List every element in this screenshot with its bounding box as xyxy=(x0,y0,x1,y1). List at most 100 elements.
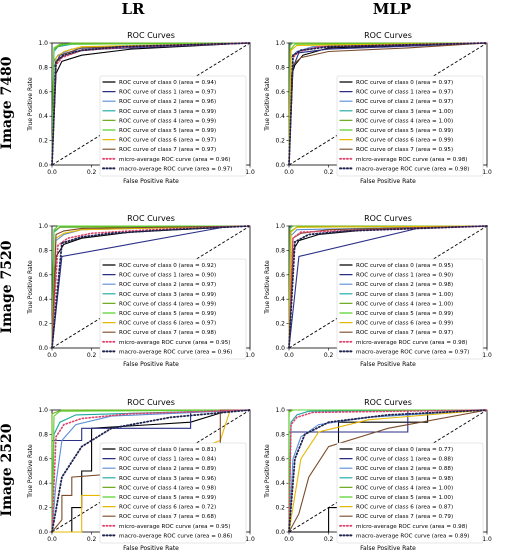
roc-curve-series-9 xyxy=(288,225,488,349)
y-tick-label: 0.4 xyxy=(275,480,285,487)
roc-curve-series-5 xyxy=(51,225,251,349)
roc-panel-7520-MLP: ROC Curves False Positive Rate True Positi… xyxy=(264,214,492,368)
y-tick-label: 0.2 xyxy=(38,138,48,145)
y-tick-label: 0.0 xyxy=(38,529,48,536)
y-tick-label: 0.4 xyxy=(38,113,48,120)
y-tick-label: 0.6 xyxy=(275,272,285,279)
legend-box xyxy=(99,75,247,177)
x-tick-label: 1.0 xyxy=(482,536,492,543)
legend-entry: ROC curve of class 2 (area = 0.89) xyxy=(119,466,216,472)
legend-entry: ROC curve of class 3 (area = 1.00) xyxy=(356,109,453,115)
roc-curve-series-2 xyxy=(288,409,488,533)
legend-entry: macro-average ROC curve (area = 0.86) xyxy=(119,533,232,539)
legend-entry: ROC curve of class 3 (area = 1.00) xyxy=(356,292,453,298)
y-tick-label: 0.4 xyxy=(38,296,48,303)
x-tick-label: 0.2 xyxy=(324,536,334,543)
legend-entry: ROC curve of class 7 (area = 0.98) xyxy=(119,330,216,336)
roc-panel-7480-MLP: ROC Curves False Positive Rate True Positi… xyxy=(264,31,492,185)
y-tick-label: 0.8 xyxy=(38,247,48,254)
legend-entry: ROC curve of class 7 (area = 0.79) xyxy=(356,514,453,520)
legend-entry: ROC curve of class 4 (area = 0.99) xyxy=(119,118,216,124)
legend-entry: ROC curve of class 4 (area = 1.00) xyxy=(356,301,453,307)
roc-panel-2520-MLP: ROC Curves False Positive Rate True Positi… xyxy=(264,398,492,550)
legend-entry: ROC curve of class 1 (area = 0.97) xyxy=(356,90,453,96)
roc-curve-series-6 xyxy=(288,409,488,533)
roc-curve-series-5 xyxy=(51,42,251,166)
y-axis-label: True Positive Rate xyxy=(27,77,34,132)
row-header-7520: Image 7520 xyxy=(0,240,15,333)
legend-box xyxy=(99,258,247,360)
legend-entry: ROC curve of class 6 (area = 0.99) xyxy=(356,321,453,327)
x-axis-label: False Positive Rate xyxy=(123,545,179,550)
legend-entry: micro-average ROC curve (area = 0.95) xyxy=(119,524,230,530)
legend-entry: ROC curve of class 3 (area = 0.96) xyxy=(119,476,216,482)
legend-box xyxy=(336,75,484,177)
x-tick-label: 1.0 xyxy=(482,169,492,176)
legend-entry: ROC curve of class 4 (area = 0.99) xyxy=(119,301,216,307)
legend-entry: ROC curve of class 0 (area = 0.95) xyxy=(356,263,453,269)
roc-curve-series-9 xyxy=(51,225,251,349)
chart-title: ROC Curves xyxy=(364,214,412,223)
panels-grid: ROC Curves False Positive Rate True Positi… xyxy=(27,31,492,550)
x-tick-label: 0.2 xyxy=(87,169,97,176)
legend-entry: macro-average ROC curve (area = 0.98) xyxy=(356,166,469,172)
roc-curve-series-7 xyxy=(288,409,488,533)
chart-title: ROC Curves xyxy=(364,31,412,40)
chart-title: ROC Curves xyxy=(364,398,412,407)
y-tick-label: 0.6 xyxy=(38,456,48,463)
roc-curve-series-5 xyxy=(288,409,488,533)
x-tick-label: 0.0 xyxy=(284,169,294,176)
y-tick-label: 0.2 xyxy=(38,505,48,512)
x-tick-label: 0.2 xyxy=(324,169,334,176)
x-axis-label: False Positive Rate xyxy=(123,361,179,368)
y-tick-label: 0.8 xyxy=(275,431,285,438)
roc-curve-series-8 xyxy=(288,409,488,533)
y-axis-label: True Positive Rate xyxy=(27,444,34,499)
roc-curve-series-2 xyxy=(51,409,251,533)
legend-box xyxy=(336,258,484,360)
legend-entry: ROC curve of class 4 (area = 1.00) xyxy=(356,485,453,491)
legend-entry: ROC curve of class 5 (area = 0.99) xyxy=(356,128,453,134)
column-header-lr: LR xyxy=(121,0,145,18)
legend-entry: ROC curve of class 1 (area = 0.90) xyxy=(119,273,216,279)
roc-panel-7480-LR: ROC Curves False Positive Rate True Positi… xyxy=(27,31,255,185)
roc-curve-series-0 xyxy=(51,409,251,533)
y-tick-label: 0.6 xyxy=(38,272,48,279)
legend-entry: ROC curve of class 5 (area = 0.99) xyxy=(119,128,216,134)
legend-entry: ROC curve of class 2 (area = 0.97) xyxy=(119,282,216,288)
legend-entry: ROC curve of class 4 (area = 1.00) xyxy=(356,118,453,124)
x-axis-label: False Positive Rate xyxy=(360,178,416,185)
roc-curve-series-9 xyxy=(51,42,251,166)
legend-entry: ROC curve of class 5 (area = 0.99) xyxy=(119,311,216,317)
y-tick-label: 0.4 xyxy=(275,113,285,120)
y-axis-label: True Positive Rate xyxy=(264,77,271,132)
legend-entry: ROC curve of class 6 (area = 0.72) xyxy=(119,505,216,511)
legend-entry: ROC curve of class 7 (area = 0.97) xyxy=(356,330,453,336)
legend-entry: ROC curve of class 2 (area = 0.96) xyxy=(119,99,216,105)
y-tick-label: 1.0 xyxy=(38,40,48,47)
legend-entry: macro-average ROC curve (area = 0.97) xyxy=(119,166,232,172)
legend-entry: ROC curve of class 3 (area = 0.98) xyxy=(356,476,453,482)
legend-entry: ROC curve of class 6 (area = 0.97) xyxy=(119,321,216,327)
legend-entry: ROC curve of class 4 (area = 0.98) xyxy=(119,485,216,491)
roc-curve-series-9 xyxy=(288,42,488,166)
legend-entry: ROC curve of class 0 (area = 0.81) xyxy=(119,447,216,453)
y-tick-label: 0.6 xyxy=(275,89,285,96)
x-tick-label: 0.0 xyxy=(284,352,294,359)
roc-curve-series-4 xyxy=(51,409,251,533)
legend-entry: ROC curve of class 7 (area = 0.95) xyxy=(356,147,453,153)
chart-title: ROC Curves xyxy=(127,31,175,40)
legend-entry: ROC curve of class 3 (area = 0.99) xyxy=(119,292,216,298)
y-tick-label: 0.8 xyxy=(38,431,48,438)
x-tick-label: 0.0 xyxy=(47,352,57,359)
roc-curve-series-8 xyxy=(288,225,488,349)
y-tick-label: 0.8 xyxy=(275,64,285,71)
legend-entry: ROC curve of class 5 (area = 1.00) xyxy=(356,495,453,501)
legend-entry: macro-average ROC curve (area = 0.97) xyxy=(356,349,469,355)
roc-curve-series-6 xyxy=(288,42,488,166)
legend-entry: ROC curve of class 0 (area = 0.77) xyxy=(356,447,453,453)
chart-title: ROC Curves xyxy=(127,214,175,223)
legend-entry: ROC curve of class 0 (area = 0.94) xyxy=(119,80,216,86)
y-tick-label: 1.0 xyxy=(275,407,285,414)
